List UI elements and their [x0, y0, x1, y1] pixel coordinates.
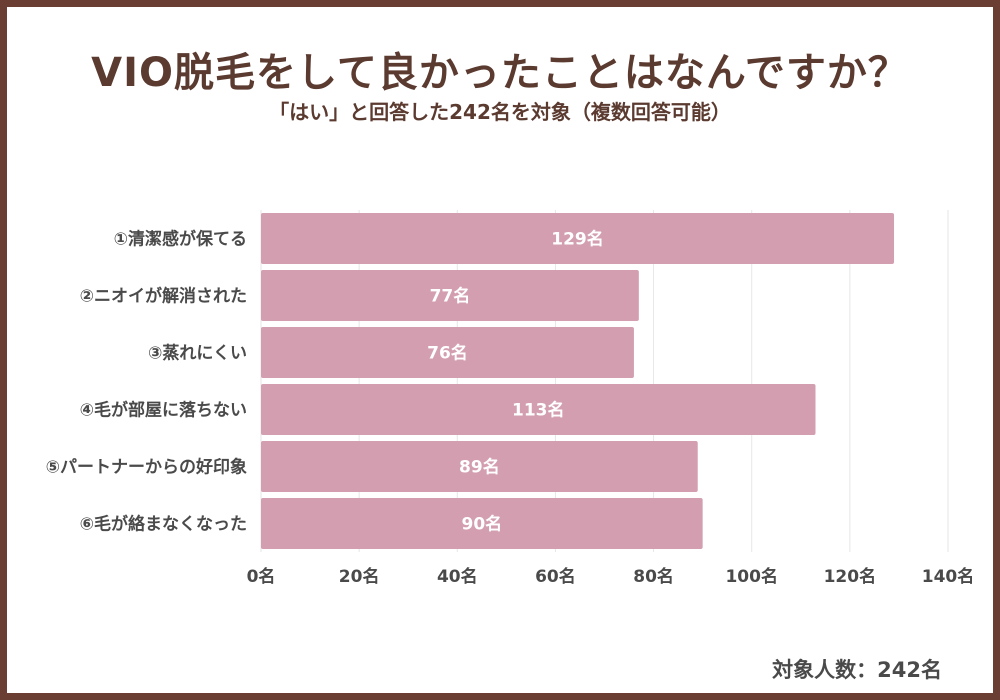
chart-subtitle: 「はい」と回答した242名を対象（複数回答可能） — [269, 100, 731, 124]
bar-1 — [261, 213, 895, 264]
category-label-4: ④毛が部屋に落ちない — [80, 400, 247, 421]
x-tick-label-140: 140名 — [922, 566, 975, 587]
value-label-5: 89名 — [459, 457, 500, 478]
value-label-2: 77名 — [430, 286, 471, 307]
value-label-3: 76名 — [427, 343, 468, 364]
x-tick-label-0: 0名 — [247, 566, 276, 587]
x-tick-label-120: 120名 — [824, 566, 877, 587]
x-tick-label-100: 100名 — [725, 566, 778, 587]
category-label-1: ①清潔感が保てる — [114, 229, 247, 250]
x-tick-label-20: 20名 — [339, 566, 380, 587]
bar-5 — [261, 441, 698, 492]
bar-6 — [261, 498, 703, 549]
value-label-6: 90名 — [461, 514, 502, 535]
respondent-count: 対象人数：242名 — [772, 658, 942, 682]
bar-2 — [261, 270, 639, 321]
category-label-2: ②ニオイが解消された — [80, 286, 247, 307]
chart-title: VIO脱毛をして良かったことはなんですか？ — [91, 50, 909, 96]
bar-3 — [261, 327, 634, 378]
bar-4 — [261, 384, 816, 435]
x-tick-label-80: 80名 — [633, 566, 674, 587]
category-label-6: ⑥毛が絡まなくなった — [80, 514, 247, 535]
x-tick-label-40: 40名 — [437, 566, 478, 587]
category-label-3: ③蒸れにくい — [148, 344, 247, 364]
value-label-4: 113名 — [512, 400, 565, 421]
x-tick-label-60: 60名 — [535, 566, 576, 587]
value-label-1: 129名 — [551, 229, 604, 250]
category-label-5: ⑤パートナーからの好印象 — [46, 457, 247, 478]
